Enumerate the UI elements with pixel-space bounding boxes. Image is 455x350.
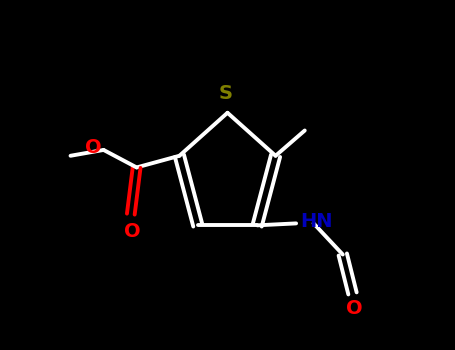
Text: O: O — [346, 299, 363, 318]
Text: S: S — [218, 84, 233, 103]
Text: HN: HN — [300, 212, 333, 231]
Text: O: O — [124, 222, 141, 241]
Text: O: O — [85, 139, 101, 158]
